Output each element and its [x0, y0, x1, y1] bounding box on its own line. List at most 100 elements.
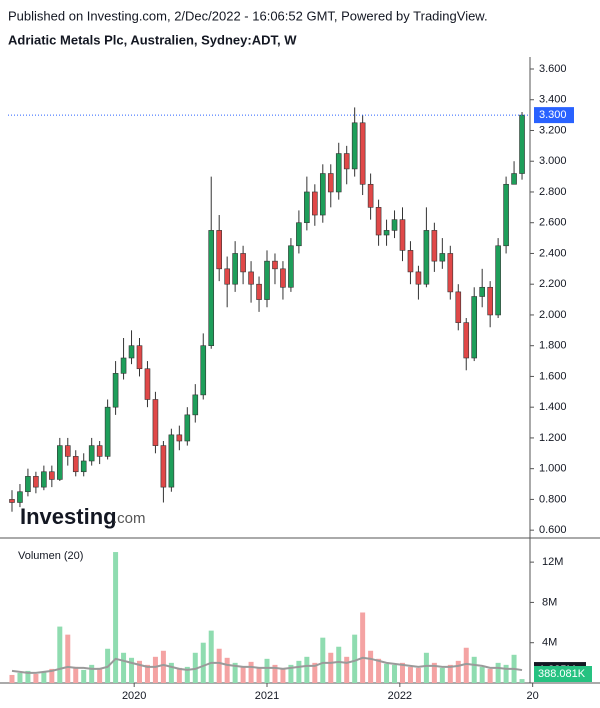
volume-bar — [184, 666, 190, 683]
candle-body — [184, 414, 191, 442]
candle-body — [383, 230, 390, 236]
watermark-brand: Investing — [20, 504, 117, 529]
volume-bar — [81, 669, 87, 683]
candle-body — [312, 191, 318, 216]
candle-body — [96, 445, 103, 457]
volume-bar — [89, 664, 95, 683]
volume-last-label: 388.081K — [538, 668, 586, 680]
volume-bar — [65, 634, 71, 683]
y-tick-label: 1.600 — [539, 370, 567, 382]
volume-bar — [312, 662, 318, 683]
candle-body — [232, 253, 238, 285]
candle-body — [391, 219, 398, 231]
volume-bar — [328, 652, 334, 683]
candle-body — [112, 373, 119, 408]
volume-bar — [264, 658, 270, 683]
candle-body — [359, 122, 366, 185]
candle-body — [128, 345, 135, 359]
volume-bar — [415, 667, 421, 683]
volume-bar — [208, 630, 214, 683]
volume-bar — [352, 634, 358, 683]
volume-bar — [57, 626, 63, 683]
candle-body — [399, 219, 406, 251]
candle-body — [519, 114, 525, 174]
candle-body — [343, 153, 350, 170]
volume-bar — [200, 642, 206, 683]
y-tick-label: 3.200 — [539, 124, 567, 136]
volume-bar — [407, 666, 413, 683]
volume-bar — [17, 672, 23, 683]
candle-body — [192, 394, 199, 416]
volume-tick-label: 12M — [542, 556, 563, 568]
candle-body — [104, 406, 111, 457]
volume-bar — [376, 658, 382, 683]
chart-subtitle: Adriatic Metals Plc, Australien, Sydney:… — [8, 32, 297, 47]
volume-bar — [176, 667, 182, 683]
volume-bar — [113, 552, 119, 683]
y-tick-label: 2.800 — [539, 186, 567, 198]
candle-body — [415, 271, 422, 285]
volume-bar — [41, 671, 47, 683]
candle-body — [57, 445, 63, 480]
candle-body — [248, 271, 254, 285]
y-tick-label: 3.000 — [539, 155, 567, 167]
candle-body — [88, 445, 95, 462]
candle-body — [33, 476, 39, 488]
y-tick-label: 1.000 — [539, 463, 567, 475]
volume-bar — [129, 657, 135, 683]
candle-body — [296, 222, 302, 247]
last-price-box — [534, 107, 574, 124]
volume-title: Volumen (20) — [18, 550, 83, 562]
y-tick-label: 1.800 — [539, 340, 567, 352]
volume-bar — [368, 650, 374, 683]
volume-bar — [280, 667, 286, 683]
volume-bar — [272, 664, 278, 683]
volume-bar — [431, 662, 437, 683]
volume-bar — [160, 650, 166, 683]
volume-bar — [304, 656, 310, 683]
volume-bar — [479, 666, 485, 683]
candle-body — [41, 471, 47, 488]
candle-body — [319, 173, 326, 216]
candle-body — [256, 283, 262, 300]
candle-body — [264, 260, 270, 300]
last-price-label: 3.300 — [539, 109, 567, 121]
candle-body — [136, 345, 143, 370]
chart-title: Published on Investing.com, 2/Dec/2022 -… — [8, 8, 488, 23]
volume-tick-label: 8M — [542, 596, 557, 608]
volume-bar — [144, 664, 150, 683]
candle-body — [240, 253, 246, 273]
volume-bar — [73, 666, 79, 683]
candle-body — [216, 230, 222, 270]
candle-body — [479, 286, 485, 297]
candle-body — [272, 260, 278, 270]
volume-bar — [168, 662, 174, 683]
volume-bar — [487, 668, 493, 683]
volume-bar — [471, 656, 477, 683]
candle-body — [495, 245, 501, 316]
candle-body — [375, 207, 382, 236]
candle-body — [304, 191, 310, 224]
volume-bar — [384, 663, 390, 683]
volume-bar — [232, 662, 238, 683]
volume-bar — [256, 667, 262, 683]
candle-body — [176, 434, 183, 442]
candle-body — [160, 445, 167, 488]
candle-body — [64, 445, 71, 457]
volume-bar — [121, 652, 127, 683]
y-tick-label: 0.800 — [539, 493, 567, 505]
candle-body — [208, 230, 215, 346]
watermark-suffix: .com — [113, 510, 146, 527]
volume-bar — [9, 674, 15, 683]
candle-body — [455, 291, 462, 323]
candle-body — [280, 268, 286, 288]
candle-body — [168, 434, 175, 488]
volume-bar — [320, 637, 326, 683]
x-tick-label: 2020 — [122, 690, 146, 702]
volume-tick-label: 4M — [542, 637, 557, 649]
volume-bar — [439, 667, 445, 683]
candle-body — [224, 268, 230, 285]
candle-body — [327, 173, 334, 193]
y-tick-label: 0.600 — [539, 524, 567, 536]
